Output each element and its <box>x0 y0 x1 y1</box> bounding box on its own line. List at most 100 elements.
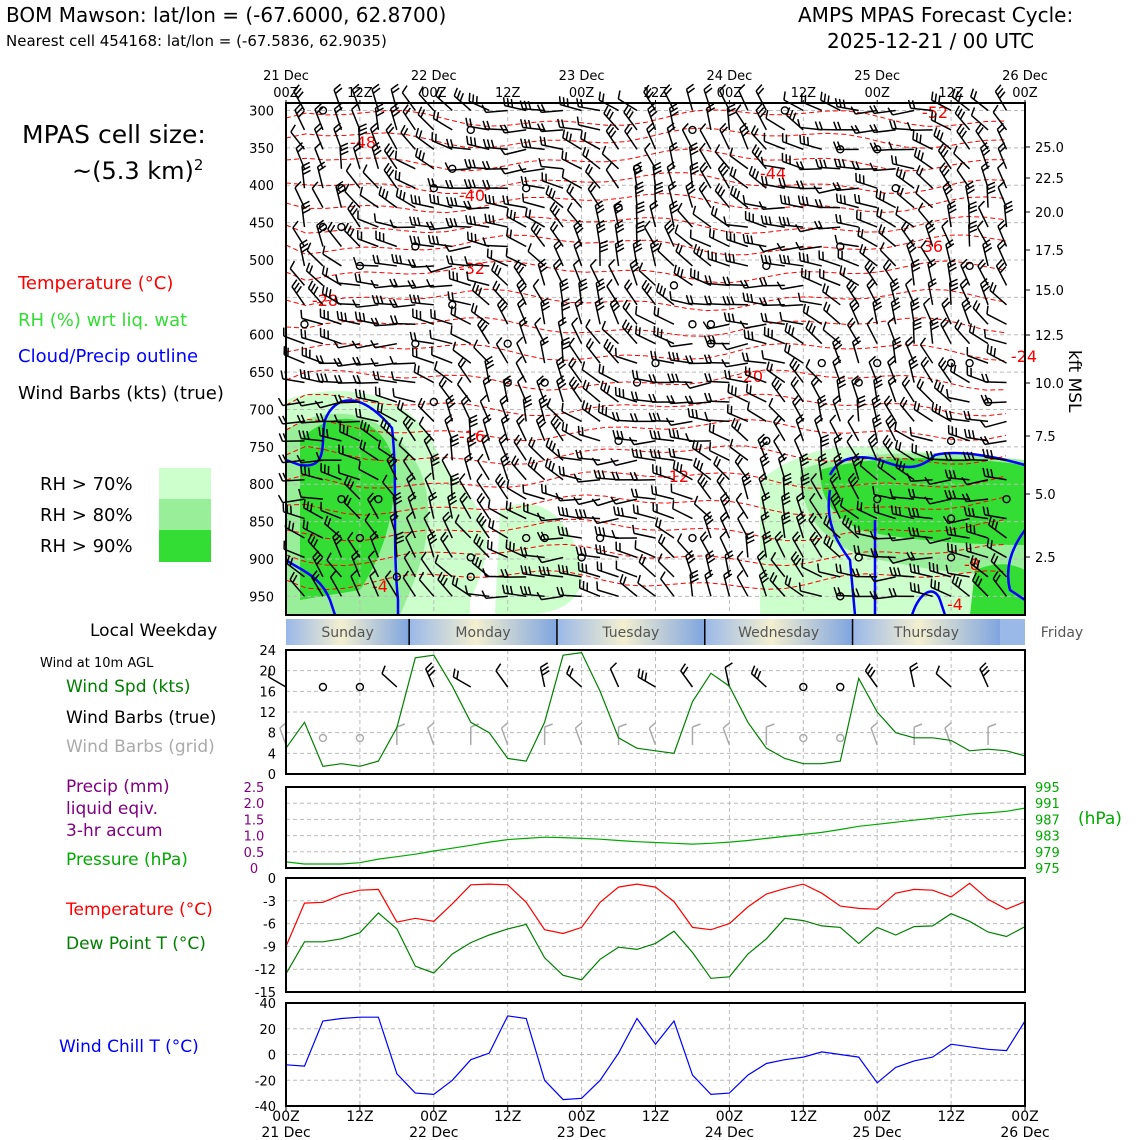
wind-barb <box>499 166 527 175</box>
calm-wind-circle <box>337 494 346 504</box>
wind-barb <box>402 415 416 442</box>
wind-barb <box>805 320 823 345</box>
wind-barb <box>476 473 490 500</box>
wind-barb <box>584 163 601 189</box>
wind-barb <box>739 320 767 329</box>
calm-wind-circle <box>521 533 531 543</box>
wind-barb <box>418 571 435 597</box>
pressure-tick-label: 600 <box>249 329 274 344</box>
pressure-tick-label-right: 983 <box>1035 830 1060 845</box>
wind-barb <box>980 394 1007 404</box>
legend-pressure: Pressure (hPa) <box>66 850 188 870</box>
wind-barb <box>316 219 327 247</box>
wind-barb <box>354 388 379 403</box>
wind-barb <box>648 374 674 384</box>
wind-barb <box>293 84 306 111</box>
precip-tick-label: 1.5 <box>244 813 265 828</box>
wind-barb <box>388 298 416 308</box>
wind-barb <box>430 453 440 480</box>
wind-barb <box>536 531 564 541</box>
wind-barb <box>427 234 453 248</box>
wind-barb <box>933 379 952 403</box>
calm-wind-circle <box>429 397 438 407</box>
wind-barb <box>611 529 638 539</box>
top-time-tick-label: 00Z <box>421 86 447 101</box>
wind-barb <box>380 417 398 442</box>
precip-pressure-frame <box>285 786 1026 869</box>
wind-barb <box>383 143 398 170</box>
wind-barb <box>869 590 896 600</box>
wind-barb <box>319 327 342 345</box>
wind-barb <box>506 207 527 228</box>
kft-tick-label: 20.0 <box>1035 206 1064 221</box>
wind-barb <box>913 400 934 423</box>
top-date-tick-label: 24 Dec <box>706 69 752 84</box>
top-time-tick-label: 00Z <box>273 86 299 101</box>
wind-barb <box>634 540 656 559</box>
wind-barb <box>829 414 841 442</box>
wind-barb <box>343 494 361 520</box>
wind-barb <box>882 259 897 286</box>
wind-barb <box>779 194 804 209</box>
top-date-tick-label: 21 Dec <box>263 69 309 84</box>
wind-barb <box>505 247 527 267</box>
wind-barb <box>486 248 509 267</box>
wind-barb <box>996 161 1008 189</box>
weekday-band <box>1000 619 1025 645</box>
wind-barb <box>888 587 915 598</box>
wind-barb <box>906 121 933 131</box>
wind-barb <box>406 472 417 500</box>
precip-tick-label: 2.5 <box>244 781 265 796</box>
wind-barb <box>538 394 549 422</box>
wind-barb <box>868 573 896 583</box>
wind-barb <box>839 265 860 287</box>
calm-wind-circle <box>466 572 475 582</box>
cloud-precip-outline <box>910 590 947 616</box>
wind-barb <box>649 200 659 228</box>
wind-barb <box>484 194 508 209</box>
wind-barb <box>299 369 324 384</box>
wind-barb <box>668 428 693 442</box>
wind-barb <box>481 433 491 461</box>
wind-barb <box>795 180 822 190</box>
pressure-tick-label-right: 975 <box>1035 862 1060 877</box>
wind-barb <box>632 524 656 539</box>
wind-barb <box>774 530 786 558</box>
wind-barb <box>699 123 712 150</box>
surface-wind-barb <box>424 662 436 688</box>
bottom-date-tick-label: 24 Dec <box>705 1125 754 1140</box>
wind-barb <box>746 401 767 423</box>
wind-barb <box>997 142 1008 170</box>
wind-barb <box>315 355 342 365</box>
wind-barb <box>632 239 643 267</box>
wind-barb <box>352 374 379 384</box>
wind-barb <box>776 242 804 252</box>
wind-barb <box>555 492 582 502</box>
wind-barb <box>433 360 453 384</box>
wind-barb <box>471 554 490 578</box>
wind-barb <box>628 436 656 446</box>
wind-barb <box>941 219 952 247</box>
temperature-contour-label: -52 <box>922 103 948 122</box>
wind-barb <box>311 181 324 209</box>
wind-barb <box>983 329 1007 345</box>
wind-barb <box>850 106 878 115</box>
wind-barb <box>302 499 324 520</box>
wind-barb <box>798 252 822 267</box>
wind-barb <box>477 317 490 345</box>
wind-barb <box>351 299 379 308</box>
wind-barb <box>465 214 490 228</box>
wind-barb <box>371 294 397 306</box>
wind-barb <box>442 511 453 539</box>
wind-barb <box>635 220 645 247</box>
temperature-contour <box>285 260 1007 284</box>
wind-barb <box>790 376 804 403</box>
temperature-contour <box>285 445 1007 465</box>
wind-barb <box>968 220 978 247</box>
wind-barb <box>742 233 767 248</box>
wind-barb <box>558 465 582 481</box>
wind-barb <box>392 388 416 403</box>
wind-barb <box>705 550 716 578</box>
wind-barb <box>574 508 601 520</box>
wind-barb <box>944 469 970 481</box>
